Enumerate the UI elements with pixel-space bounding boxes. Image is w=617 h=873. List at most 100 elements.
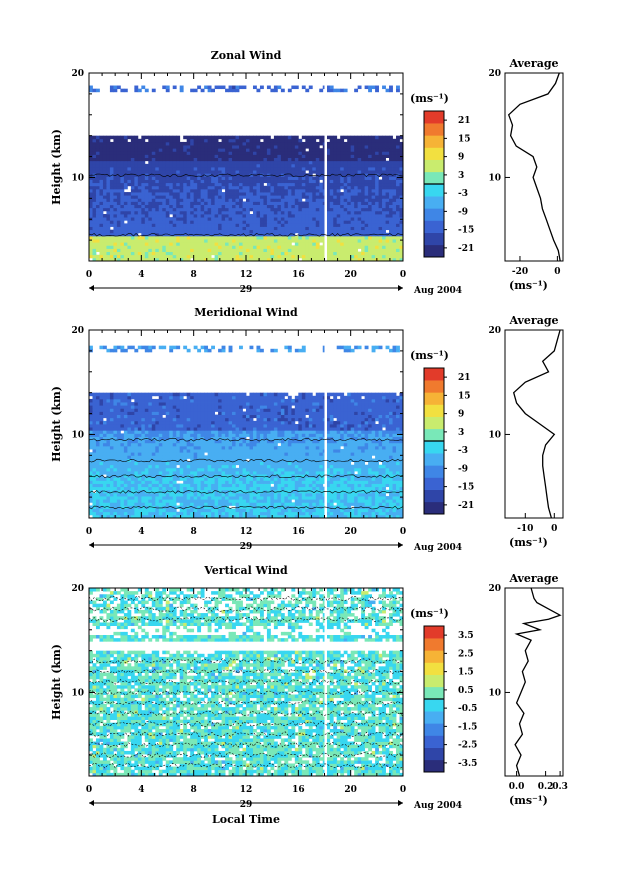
heatmap-cell	[134, 483, 139, 488]
heatmap-cell	[273, 192, 278, 196]
heatmap-cell	[204, 242, 209, 246]
heatmap-cell	[249, 167, 254, 171]
heatmap-cell	[134, 257, 139, 261]
heatmap-cell	[127, 257, 132, 261]
y-tick-label: 10	[71, 173, 84, 183]
heatmap-cell	[385, 188, 390, 193]
heatmap-cell	[301, 257, 306, 261]
heatmap-cell	[368, 483, 372, 488]
heatmap-cell	[109, 185, 114, 190]
heatmap-cell	[211, 176, 215, 180]
heatmap-cell	[266, 226, 271, 231]
heatmap-cell	[162, 192, 167, 196]
heatmap-cell	[151, 514, 156, 518]
heatmap-cell	[294, 173, 299, 177]
heatmap-cell	[364, 499, 369, 503]
heatmap-cell	[396, 195, 400, 199]
heatmap-cell	[165, 138, 170, 143]
heatmap-cell	[158, 141, 163, 146]
heatmap-cell	[287, 195, 292, 199]
heatmap-cell	[228, 508, 233, 513]
heatmap-cell	[308, 499, 313, 503]
heatmap-cell	[294, 257, 299, 261]
heatmap-cell	[228, 207, 233, 212]
heatmap-cell	[256, 226, 261, 231]
heatmap-cell	[207, 492, 212, 497]
heatmap-cell	[343, 160, 348, 165]
heatmap-cell	[193, 223, 198, 227]
heatmap-cell	[179, 217, 184, 221]
heatmap-cell	[207, 232, 212, 237]
heatmap-cell	[228, 148, 233, 152]
heatmap-cell	[116, 480, 121, 484]
heatmap-cell	[301, 242, 306, 246]
heatmap-cell	[242, 85, 247, 90]
heatmap-cell	[239, 505, 243, 509]
heatmap-cell	[336, 160, 341, 165]
heatmap-cell	[183, 514, 188, 518]
heatmap-cell	[396, 242, 400, 246]
heatmap-cell	[354, 496, 359, 500]
heatmap-cell	[89, 151, 93, 155]
heatmap-cell	[305, 502, 310, 506]
heatmap-cell	[130, 170, 135, 174]
heatmap-cell	[141, 254, 146, 259]
heatmap-cell	[214, 496, 219, 500]
heatmap-cell	[89, 223, 93, 227]
heatmap-cell	[123, 251, 128, 256]
heatmap-cell	[266, 160, 271, 165]
heatmap-cell	[148, 502, 153, 506]
heatmap-cell	[92, 492, 97, 497]
heatmap-cell	[249, 188, 254, 193]
heatmap-cell	[266, 135, 271, 140]
heatmap-cell	[287, 254, 292, 259]
heatmap-cell	[357, 160, 362, 165]
heatmap-cell	[340, 182, 345, 187]
heatmap-cell	[284, 154, 289, 158]
heatmap-cell	[116, 188, 121, 193]
heatmap-cell	[246, 157, 250, 162]
heatmap-cell	[183, 505, 188, 509]
heatmap-cell	[291, 226, 296, 231]
heatmap-cell	[284, 179, 289, 184]
heatmap-cell	[319, 514, 324, 518]
heatmap-cell	[92, 251, 97, 256]
heatmap-cell	[148, 160, 153, 165]
heatmap-cell	[312, 496, 317, 500]
heatmap-cell	[204, 145, 209, 149]
heatmap-cell	[116, 223, 121, 227]
heatmap-cell	[298, 480, 303, 484]
heatmap-cell	[214, 220, 219, 224]
heatmap-cell	[130, 138, 135, 143]
heatmap-cell	[99, 239, 104, 243]
heatmap-cell	[102, 251, 107, 256]
heatmap-cell	[280, 192, 285, 196]
heatmap-cell	[95, 185, 100, 190]
heatmap-cell	[287, 496, 292, 500]
heatmap-cell	[221, 235, 226, 240]
heatmap-cell	[141, 157, 146, 162]
heatmap-cell	[197, 499, 202, 503]
heatmap-cell	[102, 254, 107, 259]
heatmap-cell	[162, 201, 167, 205]
heatmap-cell	[172, 254, 177, 259]
heatmap-cell	[120, 223, 125, 227]
heatmap-cell	[144, 257, 149, 261]
heatmap-cell	[340, 201, 345, 205]
heatmap-cell	[179, 239, 184, 243]
heatmap-cell	[186, 508, 191, 513]
heatmap-cell	[148, 489, 153, 494]
heatmap-cell	[190, 210, 195, 215]
heatmap-cell	[326, 145, 331, 149]
heatmap-cell	[305, 141, 310, 146]
heatmap-cell	[270, 492, 275, 497]
heatmap-cell	[239, 135, 243, 140]
heatmap-cell	[399, 251, 403, 256]
heatmap-cell	[382, 214, 386, 218]
heatmap-cell	[137, 176, 142, 180]
heatmap-cell	[211, 229, 215, 234]
heatmap-cell	[204, 489, 209, 494]
heatmap-cell	[218, 207, 222, 212]
heatmap-cell	[392, 217, 397, 221]
heatmap-cell	[134, 195, 139, 199]
